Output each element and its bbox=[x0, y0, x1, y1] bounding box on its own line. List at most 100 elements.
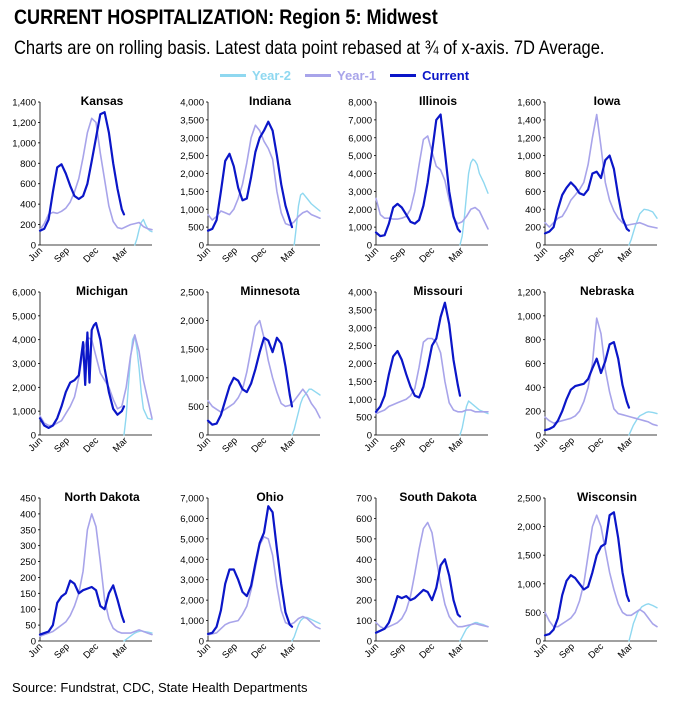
series-line-year-2 bbox=[628, 411, 658, 436]
x-tick-label: Dec bbox=[417, 435, 437, 455]
y-tick-label: 600 bbox=[525, 187, 541, 198]
series-line-year-1 bbox=[375, 521, 489, 630]
legend-label-current: Current bbox=[422, 67, 470, 83]
y-tick-label: 0 bbox=[367, 637, 372, 648]
y-tick-label: 1,000 bbox=[180, 373, 204, 384]
series-line-year-1 bbox=[544, 113, 658, 229]
y-tick-label: 1,500 bbox=[180, 345, 204, 356]
chart-title: Illinois bbox=[419, 94, 457, 108]
y-tick-label: 200 bbox=[20, 220, 36, 231]
x-tick-label: Jun bbox=[27, 641, 46, 660]
y-tick-label: 1,500 bbox=[348, 377, 372, 388]
series-line-year-2 bbox=[628, 208, 658, 246]
y-tick-label: 7,000 bbox=[348, 115, 372, 126]
y-tick-label: 2,000 bbox=[517, 522, 541, 533]
series-line-current bbox=[543, 511, 631, 637]
chart-title: Wisconsin bbox=[577, 490, 637, 504]
chart-minnesota: 0 500 1,000 1,500 2,000 2,500 Jun Sep Dec Mar Minn… bbox=[180, 284, 321, 455]
y-tick-label: 400 bbox=[525, 383, 541, 394]
x-tick-label: Mar bbox=[616, 435, 635, 454]
y-tick-label: 3,000 bbox=[12, 359, 36, 370]
x-tick-label: Mar bbox=[616, 641, 635, 660]
y-tick-label: 400 bbox=[525, 205, 541, 216]
y-tick-label: 0 bbox=[31, 241, 36, 252]
series-line-year-1 bbox=[207, 535, 321, 636]
y-tick-label: 500 bbox=[356, 413, 372, 424]
y-tick-label: 1,000 bbox=[348, 223, 372, 234]
x-tick-label: Mar bbox=[279, 245, 298, 264]
x-tick-label: Dec bbox=[586, 245, 606, 265]
x-tick-label: Jun bbox=[363, 245, 382, 264]
x-tick-label: Dec bbox=[249, 245, 269, 265]
x-tick-label: Sep bbox=[220, 245, 240, 265]
x-tick-label: Jun bbox=[532, 245, 551, 264]
series-line-year-1 bbox=[544, 514, 658, 628]
legend-swatch-year-1 bbox=[305, 73, 332, 77]
x-tick-label: Dec bbox=[417, 245, 437, 265]
y-tick-label: 600 bbox=[356, 514, 372, 525]
x-tick-label: Jun bbox=[363, 435, 382, 454]
series-line-current bbox=[374, 558, 462, 634]
x-tick-label: Sep bbox=[557, 641, 577, 661]
series-line-year-1 bbox=[207, 124, 321, 227]
x-tick-label: Mar bbox=[447, 641, 466, 660]
legend-item-year-1: Year-1 bbox=[305, 68, 376, 83]
y-tick-label: 3,000 bbox=[180, 133, 204, 144]
y-tick-label: 0 bbox=[536, 431, 541, 442]
y-tick-label: 1,000 bbox=[180, 616, 204, 627]
legend-item-year-2: Year-2 bbox=[220, 68, 291, 83]
x-tick-label: Dec bbox=[417, 641, 437, 661]
chart-title: Minnesota bbox=[240, 284, 300, 298]
y-tick-label: 50 bbox=[25, 621, 36, 632]
chart-missouri: 0 500 1,000 1,500 2,000 2,500 3,000 3,500 4,000 J… bbox=[348, 284, 489, 455]
y-tick-label: 200 bbox=[356, 596, 372, 607]
x-tick-label: Dec bbox=[586, 435, 606, 455]
chart-title: Missouri bbox=[413, 284, 462, 298]
x-tick-label: Dec bbox=[249, 641, 269, 661]
y-tick-label: 500 bbox=[188, 402, 204, 413]
series-line-year-2 bbox=[134, 218, 153, 246]
x-tick-label: Jun bbox=[195, 435, 214, 454]
y-tick-label: 6,000 bbox=[12, 288, 36, 299]
y-tick-label: 6,000 bbox=[348, 133, 372, 144]
y-tick-label: 3,000 bbox=[348, 187, 372, 198]
page-title: CURRENT HOSPITALIZATION: Region 5: Midwe… bbox=[14, 6, 438, 29]
y-tick-label: 400 bbox=[356, 555, 372, 566]
y-tick-label: 0 bbox=[199, 241, 204, 252]
y-tick-label: 250 bbox=[20, 557, 36, 568]
y-tick-label: 800 bbox=[525, 335, 541, 346]
x-tick-label: Sep bbox=[52, 435, 72, 455]
y-tick-label: 300 bbox=[356, 575, 372, 586]
y-tick-label: 1,600 bbox=[517, 98, 541, 109]
y-tick-label: 1,000 bbox=[348, 395, 372, 406]
x-tick-label: Mar bbox=[616, 245, 635, 264]
series-line-current bbox=[206, 505, 294, 636]
series-line-year-1 bbox=[39, 513, 153, 638]
y-tick-label: 600 bbox=[20, 179, 36, 190]
series-line-year-1 bbox=[375, 337, 489, 415]
series-line-year-1 bbox=[39, 334, 153, 427]
y-tick-label: 5,000 bbox=[348, 151, 372, 162]
y-tick-label: 0 bbox=[367, 431, 372, 442]
x-tick-label: Sep bbox=[52, 641, 72, 661]
chart-wisconsin: 0 500 1,000 1,500 2,000 2,500 Jun Sep Dec Mar Wisc… bbox=[517, 490, 658, 661]
x-tick-label: Sep bbox=[557, 245, 577, 265]
y-tick-label: 4,000 bbox=[12, 335, 36, 346]
series-line-year-2 bbox=[459, 158, 489, 246]
series-line-year-1 bbox=[544, 317, 658, 427]
legend-swatch-current bbox=[390, 73, 417, 77]
chart-kansas: 0 200 400 600 800 1,000 1,200 1,400 Jun Sep Dec Mar… bbox=[12, 94, 153, 265]
x-tick-label: Mar bbox=[111, 245, 130, 264]
y-tick-label: 500 bbox=[356, 534, 372, 545]
y-tick-label: 2,000 bbox=[348, 205, 372, 216]
x-tick-label: Dec bbox=[249, 435, 269, 455]
x-tick-label: Dec bbox=[586, 641, 606, 661]
y-tick-label: 500 bbox=[525, 608, 541, 619]
y-tick-label: 1,000 bbox=[12, 138, 36, 149]
x-tick-label: Jun bbox=[195, 245, 214, 264]
y-tick-label: 1,200 bbox=[12, 118, 36, 129]
series-line-year-2 bbox=[291, 616, 321, 642]
series-line-year-2 bbox=[291, 388, 321, 436]
legend-label-year-2: Year-2 bbox=[252, 67, 292, 83]
x-tick-label: Jun bbox=[532, 435, 551, 454]
